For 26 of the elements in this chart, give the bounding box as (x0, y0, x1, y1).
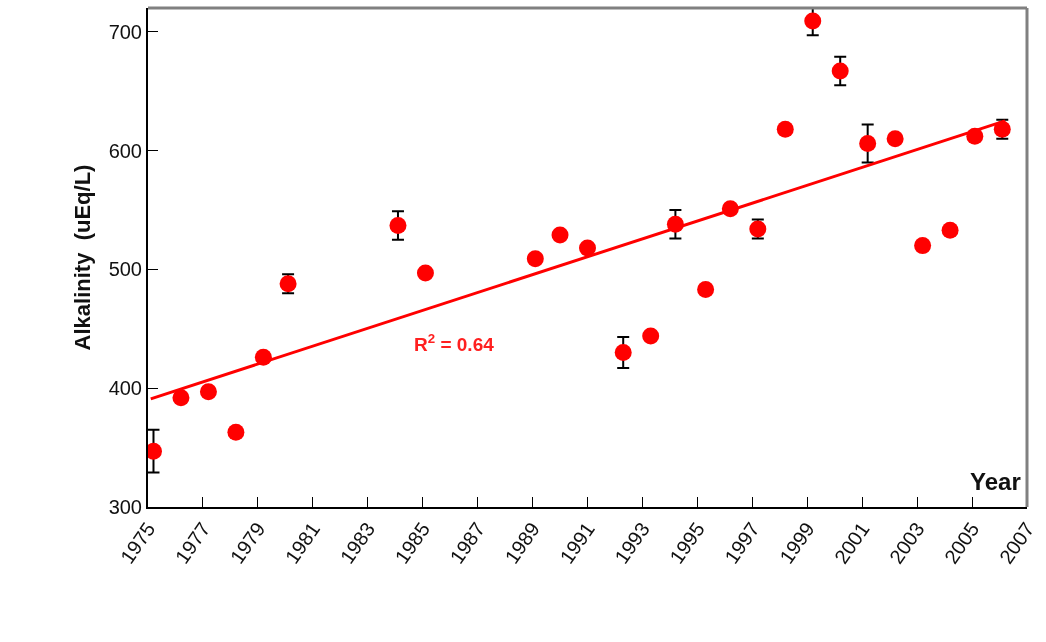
point (416, 264, 434, 282)
x-axis-title: Year (970, 468, 1021, 495)
point (804, 12, 822, 30)
y-tick-label: 500 (108, 258, 142, 281)
y-tick-label: 700 (108, 20, 142, 43)
point (199, 383, 217, 401)
point (551, 226, 569, 244)
point (831, 62, 849, 80)
point (389, 216, 407, 234)
y-tick-label: 600 (108, 139, 142, 162)
point (172, 389, 190, 407)
point (642, 327, 660, 345)
point (941, 221, 959, 239)
point (859, 134, 877, 152)
point (886, 130, 904, 148)
point (227, 423, 245, 441)
point (526, 250, 544, 268)
point (776, 120, 794, 138)
point (579, 239, 596, 257)
point (697, 281, 715, 299)
y-axis-title: Alkalinity (uEq/L) (69, 164, 95, 351)
point (914, 237, 932, 255)
annotation: R$^{2}$ = 0.64 (414, 331, 495, 355)
y-tick-label: 400 (108, 377, 142, 400)
y-tick-label: 300 (108, 496, 142, 518)
point (614, 344, 632, 362)
